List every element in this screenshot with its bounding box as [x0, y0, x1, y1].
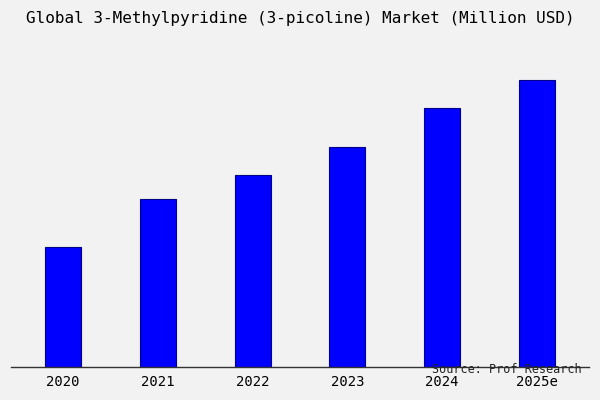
Bar: [45, 247, 81, 366]
Bar: [140, 199, 176, 366]
Title: Global 3-Methylpyridine (3-picoline) Market (Million USD): Global 3-Methylpyridine (3-picoline) Mar…: [26, 11, 574, 26]
Bar: [235, 175, 271, 366]
Bar: [329, 147, 365, 366]
Text: Source: Prof Research: Source: Prof Research: [433, 363, 582, 376]
Bar: [424, 108, 460, 366]
Bar: [519, 80, 555, 366]
